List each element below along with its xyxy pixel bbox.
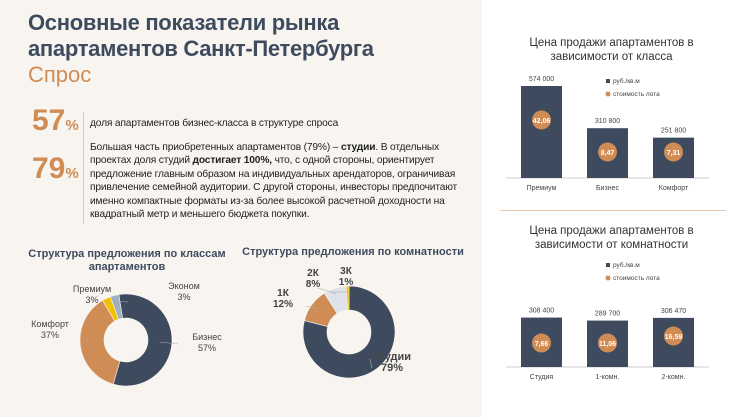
lot-price-dot bbox=[598, 333, 617, 353]
divider bbox=[500, 210, 726, 211]
category-label: Комфорт bbox=[659, 185, 689, 192]
bar-value-label: 251 800 bbox=[661, 128, 686, 135]
bar-value-label: 308 400 bbox=[529, 308, 554, 315]
bar-value-label: 306 470 bbox=[661, 308, 686, 315]
slice-label: 2К bbox=[307, 268, 320, 279]
leader-line bbox=[86, 337, 89, 346]
slice-pct: 3% bbox=[177, 292, 190, 302]
page-subtitle: Спрос bbox=[28, 62, 92, 87]
category-label: Премиум bbox=[527, 185, 557, 192]
bar-value-label: 310 800 bbox=[595, 118, 620, 125]
category-label: 2-комн. bbox=[662, 374, 686, 381]
donut-1-title: Структура предложения по классам апартаме… bbox=[28, 248, 226, 273]
donut-slice-Бизнес bbox=[112, 293, 173, 387]
category-label: Студия bbox=[530, 374, 554, 381]
bar-chart-1-title: Цена продажи апартаментов в зависимости о… bbox=[529, 37, 694, 63]
slice-pct: 37% bbox=[41, 330, 59, 340]
donut-slice-Комфорт bbox=[79, 299, 121, 385]
lot-price-label: 8,47 bbox=[601, 150, 615, 157]
lot-price-dot bbox=[532, 333, 551, 353]
slice-pct: 1% bbox=[339, 277, 354, 288]
slice-pct: 8% bbox=[306, 279, 321, 290]
stats-divider bbox=[83, 112, 84, 224]
lot-price-label: 11,06 bbox=[599, 341, 616, 348]
legend-label: руб./кв.м bbox=[613, 77, 640, 85]
legend-label: стоимость лота bbox=[613, 91, 660, 98]
donut-slice-студии bbox=[302, 285, 396, 379]
slice-label: 3К bbox=[340, 266, 353, 277]
legend-dot-icon bbox=[605, 91, 611, 97]
leader-line bbox=[107, 300, 110, 304]
leader-line bbox=[116, 300, 129, 303]
bar-chart-2-title: Цена продажи апартаментов в зависимости о… bbox=[529, 225, 694, 251]
bar-value-label: 289 700 bbox=[595, 311, 620, 318]
lot-price-dot bbox=[532, 110, 551, 130]
leader-line bbox=[317, 287, 337, 295]
lot-price-label: 16,59 bbox=[665, 334, 683, 341]
slice-pct: 57% bbox=[198, 343, 216, 353]
slice-pct: 79% bbox=[381, 362, 403, 374]
slice-label: 1К bbox=[277, 288, 290, 299]
legend-dot-icon bbox=[605, 275, 611, 281]
leader-line bbox=[159, 341, 179, 345]
page-title-line2: апартаментов Санкт-Петербурга bbox=[28, 36, 374, 61]
lot-price-dot bbox=[664, 326, 683, 346]
legend-square-icon bbox=[606, 79, 610, 83]
slice-pct: 3% bbox=[85, 295, 98, 305]
stat-57: 57% bbox=[32, 104, 79, 137]
slice-pct: 12% bbox=[273, 299, 293, 310]
donut-slice-Эконом bbox=[110, 294, 123, 320]
category-label: 1-комн. bbox=[596, 374, 620, 381]
slice-label: Бизнес bbox=[192, 332, 222, 342]
stat-57-text: доля апартаментов бизнес-класса в структ… bbox=[90, 118, 339, 129]
leader-line bbox=[369, 358, 373, 369]
bar-value-label: 574 000 bbox=[529, 76, 554, 83]
legend-square-icon bbox=[606, 263, 610, 267]
lot-price-label: 7,31 bbox=[667, 150, 681, 157]
lot-price-label: 7,66 bbox=[535, 341, 549, 348]
stat-79-text: Большая часть приобретенных апартаментов… bbox=[90, 142, 458, 221]
slice-label: Комфорт bbox=[31, 319, 69, 329]
category-label: Бизнес bbox=[596, 185, 619, 192]
leader-line bbox=[305, 305, 317, 309]
slice-label: Эконом bbox=[168, 281, 200, 291]
slice-label: студии bbox=[373, 351, 411, 363]
lot-price-dot bbox=[664, 142, 683, 162]
page-title-line1: Основные показатели рынка bbox=[28, 10, 340, 35]
stat-79: 79% bbox=[32, 152, 79, 185]
slice-label: Премиум bbox=[73, 284, 111, 294]
lot-price-label: 42,06 bbox=[533, 118, 551, 125]
legend-label: стоимость лота bbox=[613, 275, 660, 282]
legend-label: руб./кв.м bbox=[613, 261, 640, 269]
donut-2-title: Структура предложения по комнатности bbox=[242, 246, 464, 258]
bar-Премиум bbox=[521, 86, 562, 178]
lot-price-dot bbox=[598, 142, 617, 162]
